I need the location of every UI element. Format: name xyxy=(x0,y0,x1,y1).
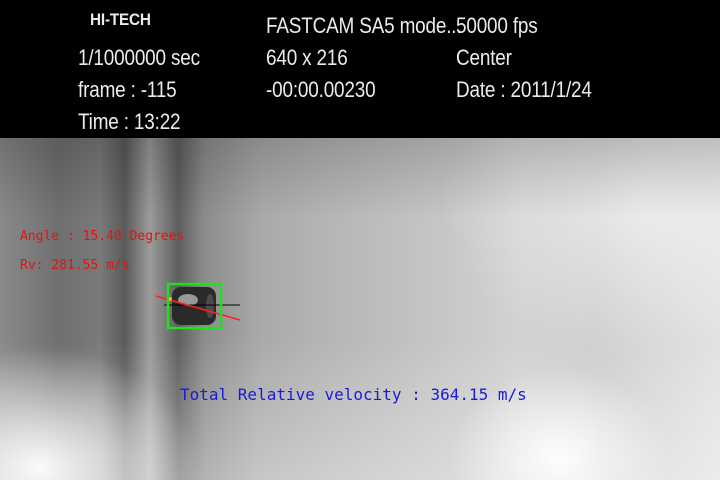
tracking-box xyxy=(166,282,223,330)
brand-label: HI-TECH xyxy=(90,10,151,29)
angle-readout: Angle : 15.40 Degrees xyxy=(20,229,185,244)
position-label: Center xyxy=(456,45,512,70)
date-label: Date : 2011/1/24 xyxy=(456,77,592,102)
scene-shading xyxy=(0,138,720,480)
resolution-label: 640 x 216 xyxy=(266,45,348,70)
camera-info-header: HI-TECH FASTCAM SA5 mode... 50000 fps 1/… xyxy=(0,0,720,138)
camera-scene xyxy=(0,138,720,480)
camera-model-label: FASTCAM SA5 mode... xyxy=(266,13,462,38)
projectile-highlight xyxy=(178,294,198,306)
total-relative-velocity-readout: Total Relative velocity : 364.15 m/s xyxy=(180,385,527,404)
relative-velocity-readout: Rv: 281.55 m/s xyxy=(20,258,130,273)
frame-rate-label: 50000 fps xyxy=(456,13,538,38)
projectile xyxy=(172,287,216,325)
frame-number-label: frame : -115 xyxy=(78,77,177,102)
projectile-tail xyxy=(206,294,214,318)
timecode-label: -00:00.00230 xyxy=(266,77,376,102)
time-label: Time : 13:22 xyxy=(78,109,181,134)
shutter-speed-label: 1/1000000 sec xyxy=(78,45,200,70)
